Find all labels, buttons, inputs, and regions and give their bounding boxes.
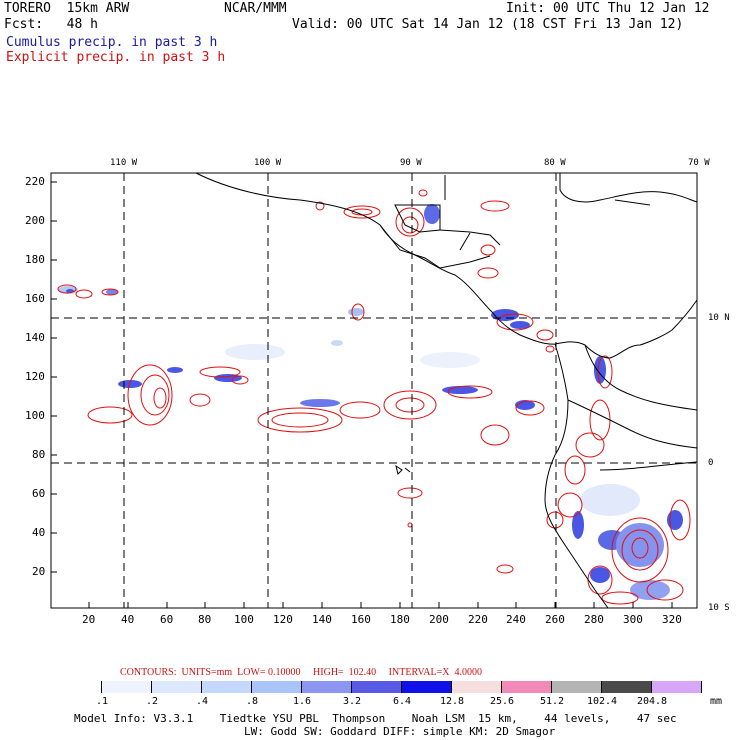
y-tick-label: 220	[25, 175, 45, 188]
lat-label-10n: 10 N	[708, 313, 730, 323]
model-info: Model Info: V3.3.1 Tiedtke YSU PBL Thomp…	[74, 712, 677, 725]
valid-time: Valid: 00 UTC Sat 14 Jan 12 (18 CST Fri …	[292, 17, 684, 32]
y-tick-label: 180	[25, 253, 45, 266]
colorbar-swatch	[402, 681, 452, 693]
model-title: TORERO 15km ARW	[4, 1, 130, 16]
lon-label-100w: 100 W	[254, 158, 282, 168]
colorbar-swatch	[452, 681, 502, 693]
y-tick-label: 200	[25, 214, 45, 227]
coastlines	[195, 172, 698, 609]
colorbar-label: .2	[145, 696, 159, 707]
x-tick-label: 60	[160, 613, 174, 626]
lat-label-10s: 10 S	[708, 603, 730, 613]
x-tick-label: 100	[234, 613, 254, 626]
lat-label-0: 0	[708, 458, 714, 468]
x-tick-label: 120	[273, 613, 293, 626]
colorbar-swatch	[52, 681, 102, 693]
graticule	[51, 173, 697, 608]
colorbar-swatch	[252, 681, 302, 693]
map-frame	[50, 172, 698, 609]
colorbar-swatch	[202, 681, 252, 693]
legend-cumulus: Cumulus precip. in past 3 h	[6, 35, 218, 50]
colorbar-label: 3.2	[342, 696, 362, 707]
x-tick-label: 40	[121, 613, 135, 626]
colorbar-label: 12.8	[439, 696, 465, 707]
x-tick-label: 320	[662, 613, 682, 626]
colorbar-label: 51.2	[539, 696, 565, 707]
x-ticks-marks	[88, 602, 673, 608]
colorbar-label: .1	[95, 696, 109, 707]
x-tick-label: 240	[506, 613, 526, 626]
lon-label-90w: 90 W	[400, 158, 422, 168]
colorbar-label: 102.4	[586, 696, 618, 707]
explicit-precip-contours	[57, 189, 691, 605]
colorbar-swatch	[352, 681, 402, 693]
x-tick-label: 280	[584, 613, 604, 626]
colorbar-label: .4	[195, 696, 209, 707]
y-tick-label: 60	[32, 487, 46, 500]
cumulus-precip-areas	[58, 204, 683, 600]
colorbar-swatch	[652, 681, 702, 693]
init-time: Init: 00 UTC Thu 12 Jan 12	[506, 1, 710, 16]
x-tick-label: 80	[198, 613, 212, 626]
colorbar-swatch	[152, 681, 202, 693]
model-physics: LW: Godd SW: Goddard DIFF: simple KM: 2D…	[244, 725, 556, 738]
y-ticks-marks	[51, 181, 57, 573]
x-tick-label: 20	[82, 613, 96, 626]
colorbar-swatch	[102, 681, 152, 693]
x-tick-label: 160	[351, 613, 371, 626]
x-tick-label: 200	[429, 613, 449, 626]
lon-label-80w: 80 W	[544, 158, 566, 168]
y-tick-label: 160	[25, 292, 45, 305]
x-tick-label: 140	[312, 613, 332, 626]
x-tick-label: 300	[623, 613, 643, 626]
contours-info: CONTOURS: UNITS=mm LOW= 0.10000 HIGH= 10…	[120, 667, 482, 678]
colorbar-units: mm	[710, 696, 723, 707]
y-tick-label: 40	[32, 526, 46, 539]
colorbar-label: 1.6	[292, 696, 312, 707]
colorbar-label: .8	[245, 696, 259, 707]
colorbar-label: 204.8	[636, 696, 668, 707]
colorbar-label: 25.6	[489, 696, 515, 707]
x-tick-label: 180	[390, 613, 410, 626]
legend-explicit: Explicit precip. in past 3 h	[6, 50, 226, 65]
y-tick-label: 100	[25, 409, 45, 422]
forecast-hour: Fcst: 48 h	[4, 17, 98, 32]
lon-label-70w: 70 W	[688, 158, 710, 168]
y-tick-label: 120	[25, 370, 45, 383]
colorbar-swatch	[602, 681, 652, 693]
x-tick-label: 260	[545, 613, 565, 626]
lon-label-110w: 110 W	[110, 158, 138, 168]
y-tick-label: 80	[32, 448, 46, 461]
org-label: NCAR/MMM	[224, 1, 287, 16]
colorbar-swatch	[302, 681, 352, 693]
colorbar-swatch	[502, 681, 552, 693]
x-tick-label: 220	[468, 613, 488, 626]
y-tick-label: 20	[32, 565, 46, 578]
colorbar-swatch	[552, 681, 602, 693]
colorbar-label: 6.4	[392, 696, 412, 707]
y-tick-label: 140	[25, 331, 45, 344]
